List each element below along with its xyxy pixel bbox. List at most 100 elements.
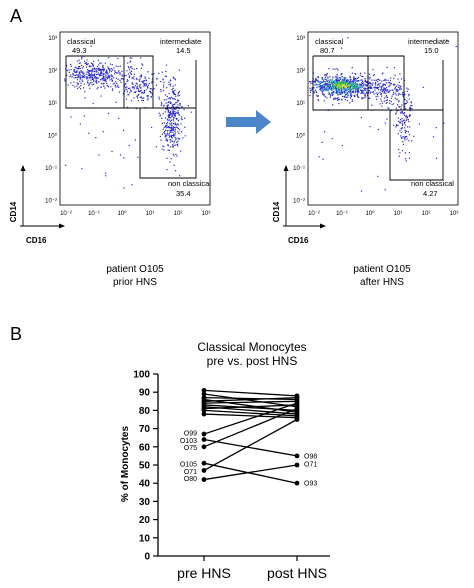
event-dot bbox=[104, 87, 106, 89]
event-dot bbox=[365, 96, 367, 98]
series-line bbox=[203, 413, 298, 419]
event-dot bbox=[345, 77, 347, 79]
event-dot bbox=[104, 78, 106, 80]
event-dot bbox=[143, 97, 145, 99]
event-dot bbox=[174, 128, 176, 130]
event-dot bbox=[126, 91, 128, 93]
event-dot bbox=[86, 77, 88, 79]
event-dot bbox=[90, 45, 92, 47]
event-dot bbox=[158, 72, 160, 74]
event-dot bbox=[74, 70, 76, 72]
chart-title-line1: Classical Monocytes bbox=[197, 340, 306, 354]
event-dot bbox=[338, 83, 340, 85]
event-dot bbox=[351, 99, 353, 101]
event-dot bbox=[327, 89, 329, 91]
event-dot bbox=[174, 115, 176, 117]
event-dot bbox=[129, 57, 131, 59]
event-dot bbox=[176, 99, 179, 101]
event-dot bbox=[401, 104, 403, 106]
event-dot bbox=[340, 82, 342, 84]
event-dot bbox=[118, 86, 120, 88]
event-dot bbox=[334, 76, 336, 78]
event-dot bbox=[103, 68, 105, 70]
event-dot bbox=[142, 100, 144, 102]
event-dot bbox=[177, 145, 179, 147]
event-dot bbox=[404, 121, 406, 124]
event-dot bbox=[333, 91, 335, 93]
event-dot bbox=[88, 83, 90, 85]
x-tick-label: 10⁰ bbox=[117, 210, 127, 217]
event-dot bbox=[66, 69, 68, 72]
event-dot bbox=[409, 106, 411, 108]
event-dot bbox=[323, 85, 325, 87]
event-dot bbox=[102, 75, 104, 77]
event-dot bbox=[385, 89, 387, 91]
event-dot bbox=[131, 57, 133, 59]
event-dot bbox=[385, 92, 387, 94]
event-dot bbox=[89, 87, 91, 89]
event-dot bbox=[75, 76, 77, 79]
event-dot bbox=[162, 145, 164, 147]
event-dot bbox=[172, 127, 174, 129]
event-dot bbox=[130, 66, 132, 68]
y-tick-label: 40 bbox=[139, 479, 151, 490]
event-dot bbox=[131, 100, 133, 102]
event-dot bbox=[353, 78, 355, 80]
event-dot bbox=[111, 75, 113, 77]
event-dot bbox=[173, 90, 175, 93]
y-tick-label: 80 bbox=[139, 406, 151, 417]
event-dot bbox=[379, 103, 381, 105]
y-tick-label: 10² bbox=[48, 69, 57, 75]
event-dot bbox=[337, 97, 339, 99]
event-dot bbox=[362, 92, 365, 94]
event-dot bbox=[323, 87, 325, 89]
event-dot bbox=[140, 67, 143, 69]
event-dot bbox=[167, 125, 170, 128]
event-dot bbox=[398, 155, 400, 157]
event-dot bbox=[381, 80, 383, 82]
event-dot bbox=[147, 95, 149, 97]
event-dot bbox=[167, 109, 169, 111]
event-dot bbox=[101, 74, 103, 76]
event-dot bbox=[143, 90, 145, 92]
event-dot bbox=[348, 85, 350, 87]
event-dot bbox=[95, 81, 98, 83]
event-dot bbox=[402, 141, 404, 143]
event-dot bbox=[78, 72, 81, 74]
event-dot bbox=[402, 136, 404, 138]
event-dot bbox=[87, 79, 89, 81]
event-dot bbox=[357, 92, 359, 94]
y-tick-label: 10⁻¹ bbox=[45, 166, 57, 172]
event-dot bbox=[394, 97, 396, 99]
event-dot bbox=[181, 116, 183, 118]
event-dot bbox=[331, 89, 333, 91]
event-dot bbox=[332, 76, 334, 78]
event-dot bbox=[128, 144, 130, 147]
event-dot bbox=[348, 82, 350, 84]
event-dot bbox=[168, 134, 170, 136]
event-dot bbox=[85, 73, 87, 75]
event-dot bbox=[354, 73, 356, 75]
y-tick-label: 50 bbox=[139, 461, 151, 472]
flow-x-ticks: 10⁻² 10⁻¹ 10⁰ 10¹ 10² 10³ bbox=[60, 210, 210, 217]
event-dot bbox=[357, 91, 359, 93]
series-line bbox=[203, 418, 298, 472]
event-dot bbox=[84, 97, 86, 99]
event-dot bbox=[79, 76, 81, 78]
y-tick-label: 10² bbox=[296, 69, 305, 75]
event-dot bbox=[173, 93, 175, 95]
event-dot bbox=[317, 99, 320, 102]
event-dot bbox=[386, 82, 388, 84]
event-dot bbox=[342, 79, 344, 81]
event-dot bbox=[147, 84, 149, 86]
event-dot bbox=[127, 62, 129, 64]
event-dot bbox=[382, 90, 384, 92]
event-dot bbox=[348, 87, 350, 89]
event-dot bbox=[111, 64, 113, 66]
event-dot bbox=[169, 79, 171, 81]
event-dot bbox=[355, 90, 357, 92]
data-point bbox=[294, 406, 300, 411]
x-ticks: pre HNS post HNS bbox=[177, 556, 327, 581]
event-dot bbox=[168, 83, 170, 86]
event-dot bbox=[118, 91, 120, 93]
